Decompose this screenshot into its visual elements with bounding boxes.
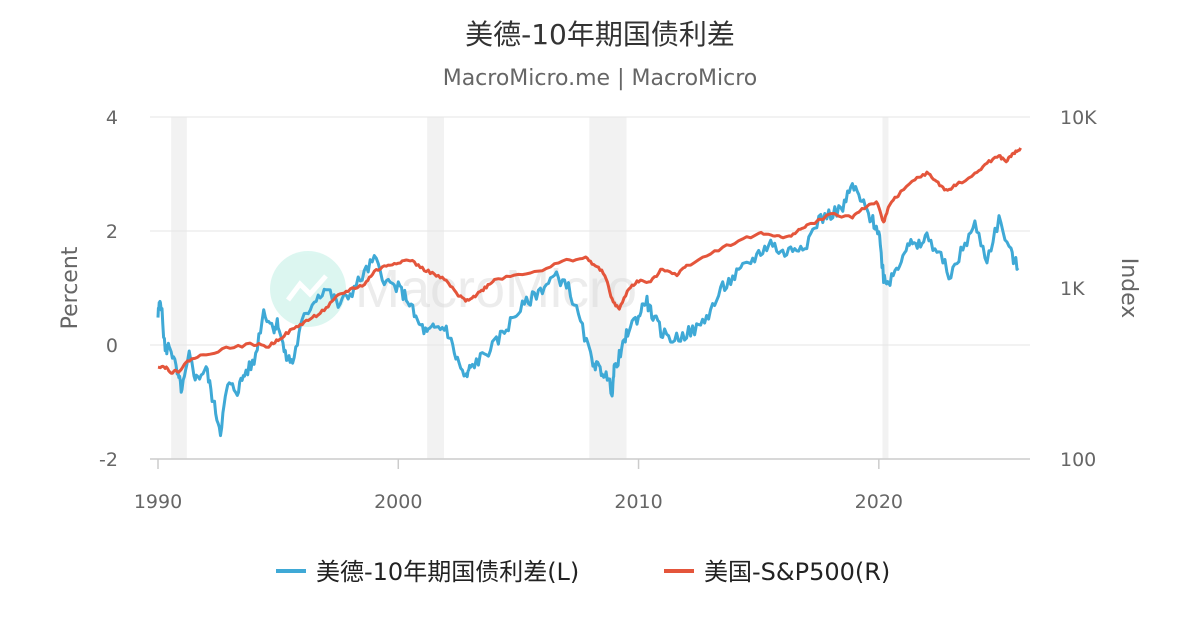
legend-label-sp500[interactable]: 美国-S&P500(R) <box>704 558 890 586</box>
watermark-logo-line <box>286 274 328 302</box>
chart-subtitle: MacroMicro.me | MacroMicro <box>443 66 758 91</box>
right-tick-label: 10K <box>1060 107 1097 129</box>
left-tick-label: -2 <box>99 449 118 471</box>
left-tick-label: 0 <box>106 335 118 357</box>
x-tick-label: 2010 <box>614 491 662 513</box>
recession-band <box>171 117 187 459</box>
recession-bands <box>171 117 889 459</box>
series-line-spread[interactable] <box>156 182 1020 438</box>
left-tick-label: 2 <box>106 221 118 243</box>
recession-band <box>882 117 889 459</box>
x-tick-label: 2000 <box>374 491 422 513</box>
legend-label-spread[interactable]: 美德-10年期国债利差(L) <box>316 558 579 586</box>
series-lines <box>156 147 1022 438</box>
recession-band <box>427 117 444 459</box>
x-axis: 1990 2000 2010 2020 <box>134 458 1030 513</box>
series-line-sp500[interactable] <box>157 147 1022 375</box>
right-axis-ticks: 10K 1K 100 <box>1060 107 1097 471</box>
left-axis-ticks: 4 2 0 -2 <box>99 107 118 471</box>
x-tick-label: 2020 <box>855 491 903 513</box>
legend[interactable]: 美德-10年期国债利差(L) 美国-S&P500(R) <box>276 558 890 586</box>
right-tick-label: 1K <box>1060 278 1085 300</box>
left-tick-label: 4 <box>106 107 118 129</box>
right-tick-label: 100 <box>1060 449 1096 471</box>
left-axis-title: Percent <box>58 246 83 329</box>
x-tick-label: 1990 <box>134 491 182 513</box>
chart-title: 美德-10年期国债利差 <box>465 18 735 51</box>
right-axis-title: Index <box>1116 258 1141 319</box>
